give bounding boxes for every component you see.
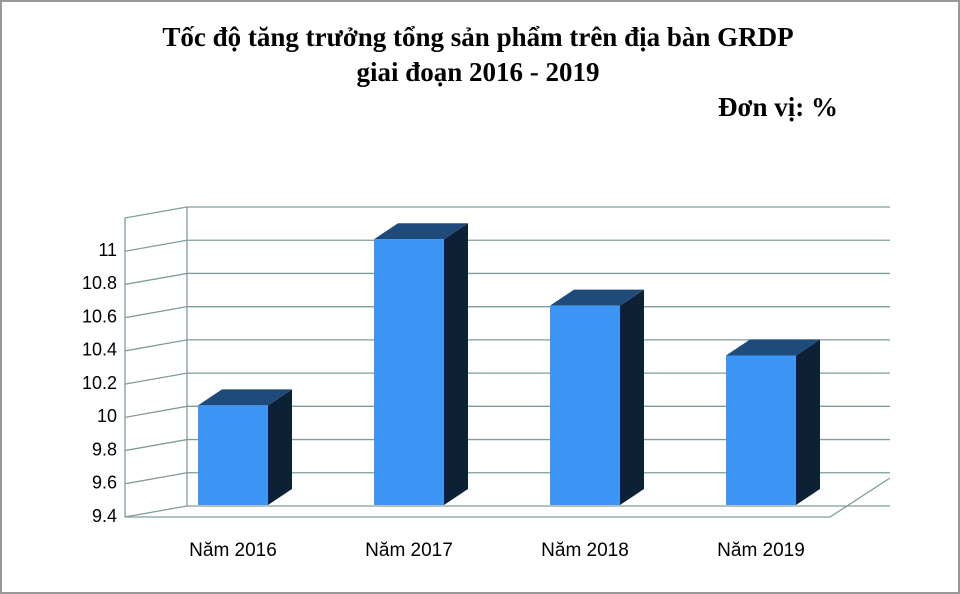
- chart-title-line: giai đoạn 2016 - 2019: [356, 57, 599, 87]
- bar: [374, 239, 444, 505]
- y-tick-label: 9.8: [92, 439, 117, 459]
- y-tick-label: 9.6: [92, 473, 117, 493]
- wall-edge: [124, 206, 890, 517]
- x-tick-label: Năm 2016: [189, 540, 277, 561]
- bar: [198, 405, 268, 505]
- y-tick-label: 11: [98, 240, 117, 260]
- chart-title-line: Tốc độ tăng trưởng tổng sản phẩm trên đị…: [162, 22, 793, 52]
- bar-side: [444, 223, 468, 505]
- grid-line: [124, 405, 890, 418]
- bar-top: [374, 223, 468, 240]
- x-tick-label: Năm 2019: [717, 540, 805, 561]
- bar: [550, 305, 620, 505]
- y-tick-label: 10.2: [82, 373, 117, 393]
- x-tick-label: Năm 2017: [365, 540, 453, 561]
- floor-edge: [125, 477, 891, 518]
- x-tick-label: Năm 2018: [541, 540, 629, 561]
- bar-side: [620, 289, 644, 505]
- bar-side: [268, 389, 292, 505]
- y-tick-label: 10: [97, 406, 117, 426]
- unit-label: Đơn vị: %: [718, 92, 838, 122]
- bar-top: [726, 339, 820, 356]
- y-tick-label: 10.6: [82, 306, 117, 326]
- grid-line: [124, 438, 890, 452]
- grid-line: [124, 239, 890, 252]
- y-tick-label: 9.4: [92, 506, 117, 526]
- y-tick-label: 10.4: [82, 340, 117, 360]
- grid-line: [124, 339, 890, 352]
- bar-side: [796, 339, 820, 505]
- grid-line: [124, 306, 890, 319]
- y-tick-label: 10.8: [82, 273, 117, 293]
- bar: [726, 355, 796, 505]
- grid-line: [124, 472, 890, 485]
- grid-line: [124, 372, 890, 385]
- grid-line: [124, 272, 890, 286]
- bar-top: [198, 389, 292, 406]
- grid-line: [124, 505, 890, 518]
- bar-top: [550, 289, 644, 306]
